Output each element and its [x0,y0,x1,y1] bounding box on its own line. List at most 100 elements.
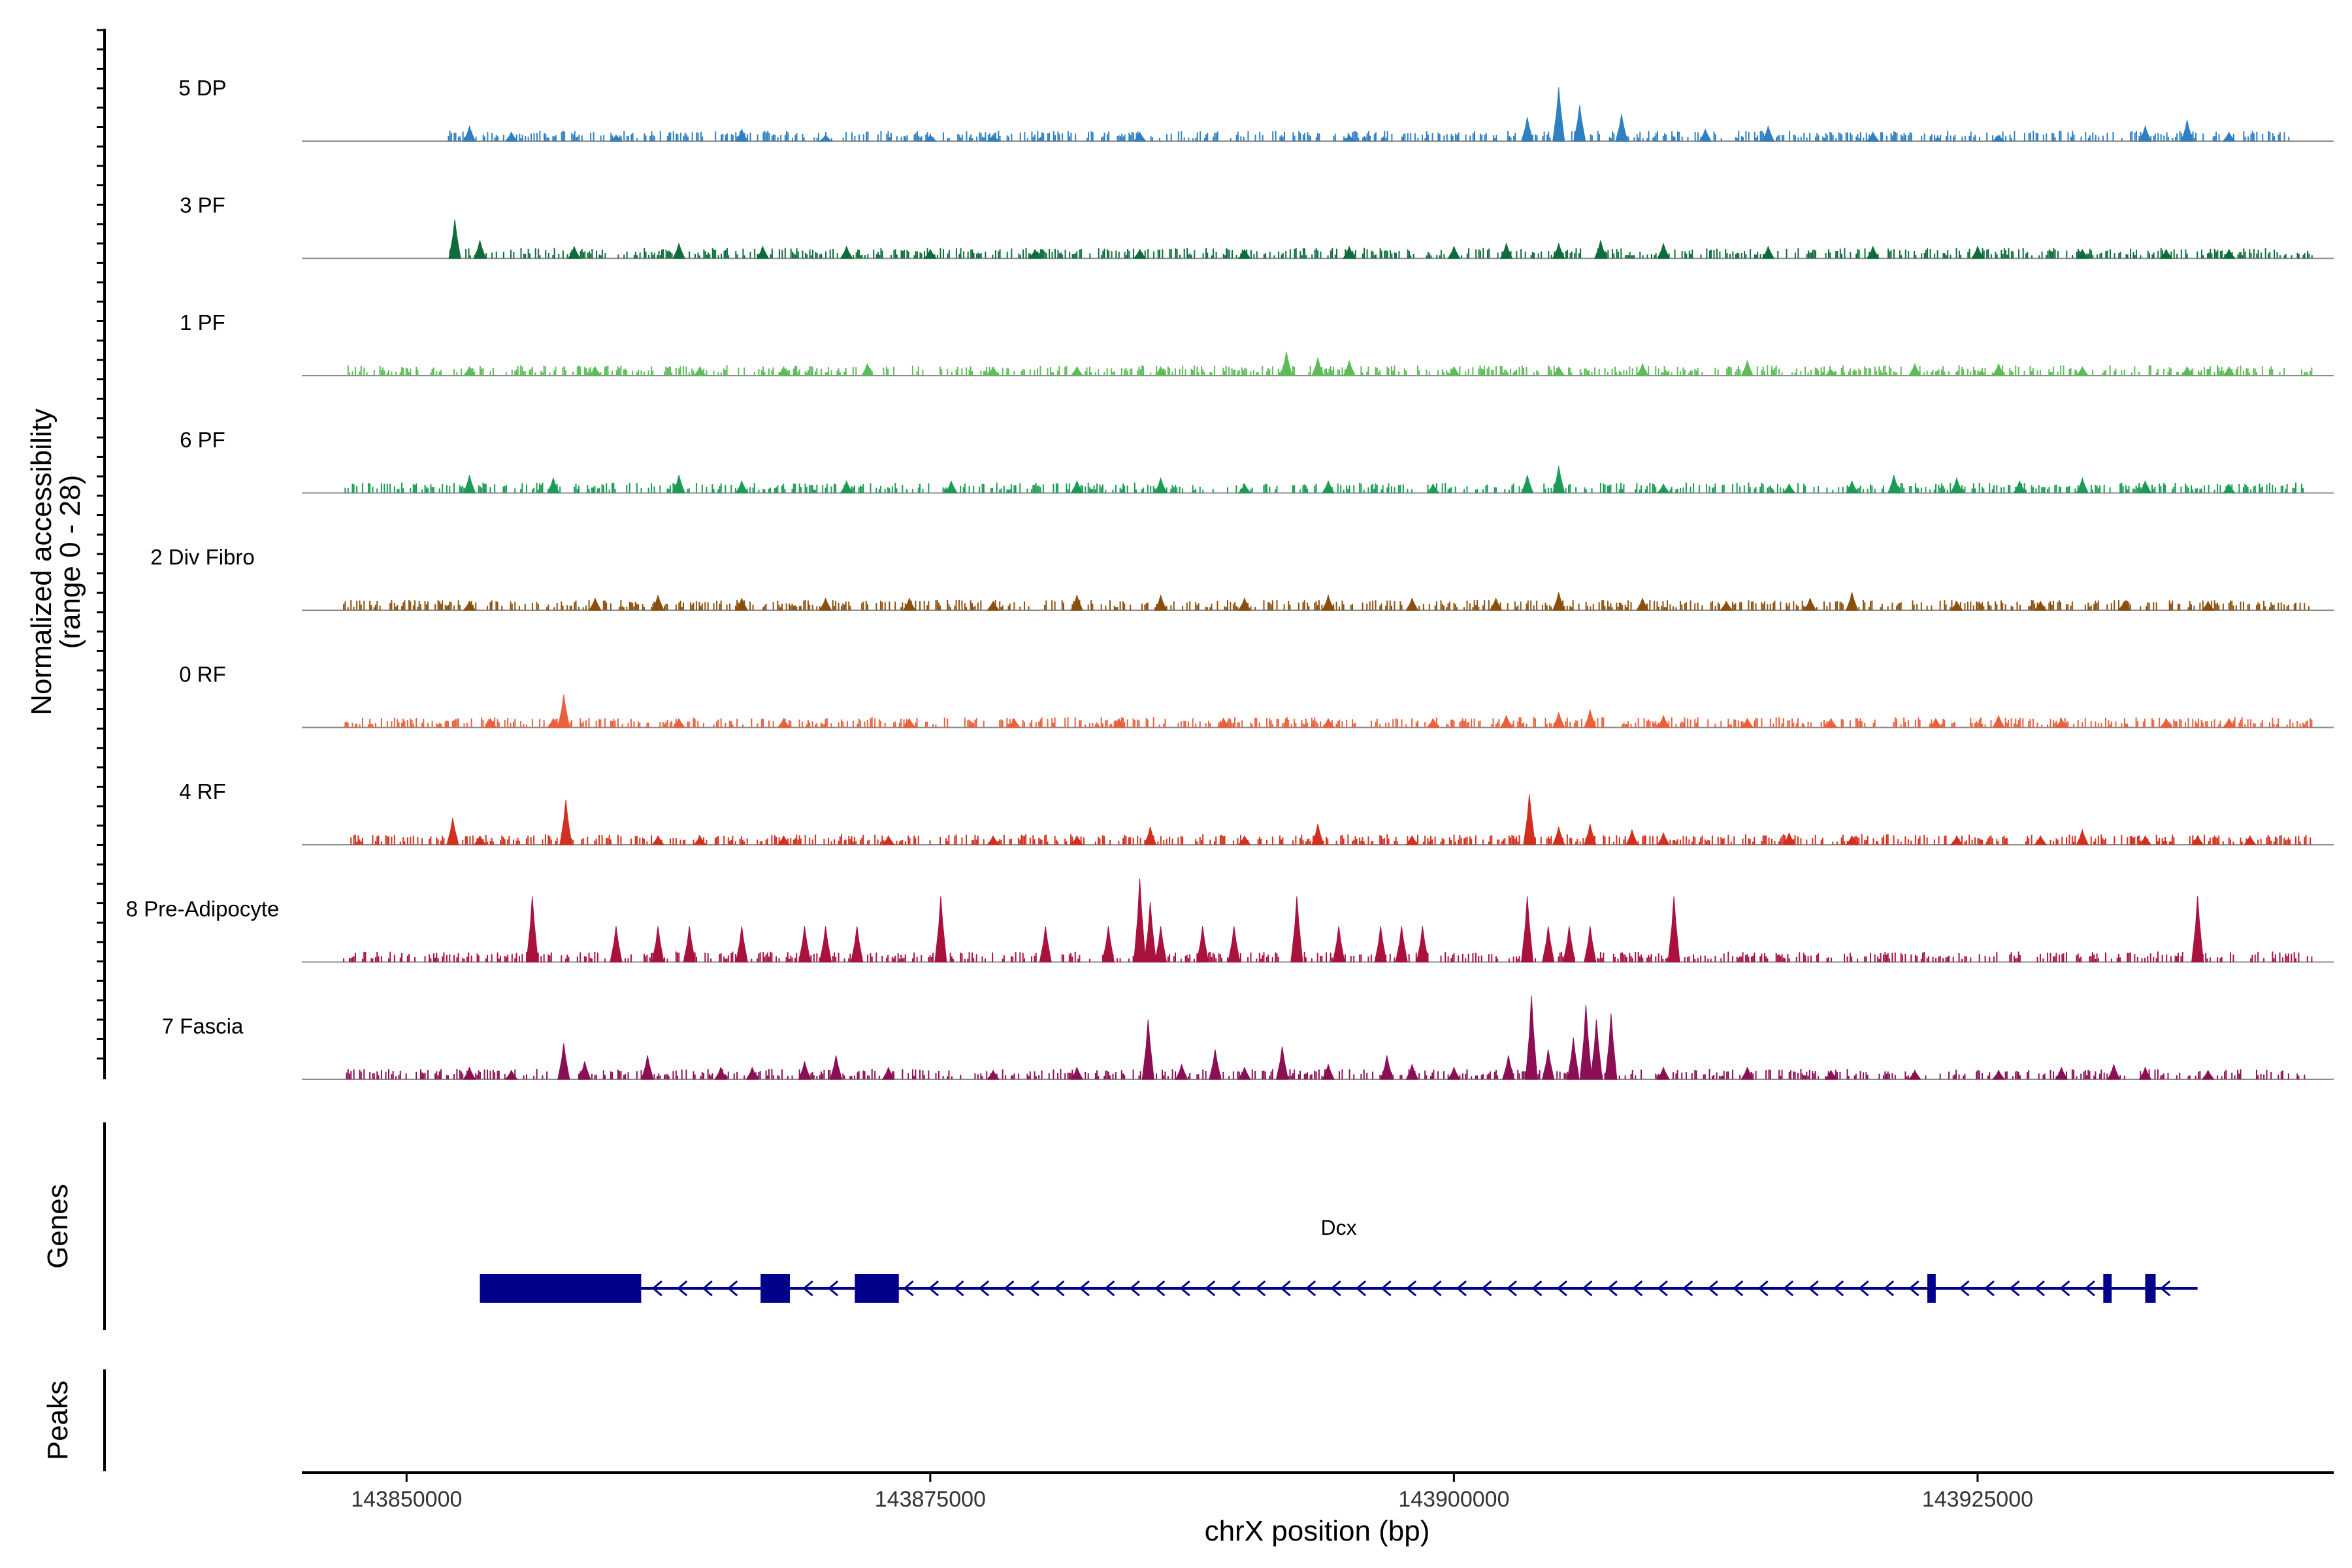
accessibility-peak [651,594,664,611]
accessibility-peak [860,363,874,376]
accessibility-peak [2138,480,2152,493]
accessibility-peak [1112,717,1126,728]
y-axis-ticks [97,29,105,1060]
accessibility-peak [1615,114,1628,142]
accessibility-peak [463,600,476,611]
track-8-pre-adipocyte: 8 Pre-Adipocyte [126,878,2334,963]
accessibility-peak [2159,248,2173,259]
accessibility-peak [1520,474,1534,493]
accessibility-peak [567,245,581,259]
track-label: 2 Div Fibro [150,545,255,569]
track-label: 4 RF [179,779,226,804]
accessibility-peak [1552,242,1565,259]
accessibility-peak [1343,359,1356,376]
accessibility-peak [1866,245,1880,259]
accessibility-peak [1070,835,1084,845]
accessibility-peak [1070,366,1084,376]
accessibility-peak [1584,708,1597,728]
accessibility-peak [923,248,937,259]
track-4-rf: 4 RF [179,779,2334,845]
accessibility-peak [1217,717,1230,728]
accessibility-peak [735,597,749,611]
accessibility-peak [986,135,1000,142]
accessibility-peak [463,366,476,376]
accessibility-peak [1782,832,1796,845]
accessibility-peak [1499,714,1513,728]
accessibility-peak [1656,483,1671,493]
accessibility-peak [923,135,938,142]
accessibility-peak [987,835,1000,845]
accessibility-peak [1237,483,1251,493]
accessibility-peak [2222,717,2236,728]
accessibility-peak [1070,594,1084,611]
accessibility-peak [1154,366,1168,376]
accessibility-peak [588,597,602,611]
accessibility-peak [1950,835,1963,845]
accessibility-peak [1845,480,1859,493]
accessibility-peak [1552,466,1565,493]
accessibility-peak [1143,825,1157,845]
accessibility-peak [777,717,791,728]
accessibility-peak [1584,823,1597,845]
accessibility-peak [1321,717,1335,728]
accessibility-peak [1343,245,1356,259]
track-label: 0 RF [179,662,226,687]
accessibility-peak [2222,248,2236,259]
accessibility-peak [2117,600,2131,611]
accessibility-peak [1311,823,1324,845]
accessibility-peak [1992,363,2005,376]
track-label: 1 PF [180,310,225,335]
accessibility-peak [1625,828,1639,845]
accessibility-peak [1887,474,1901,493]
accessibility-peak [1950,476,1963,493]
accessibility-peak [840,480,853,493]
accessibility-peak [1552,711,1565,728]
accessibility-peak [1866,131,1880,142]
accessibility-peak [1280,351,1293,376]
accessibility-peak [672,242,685,259]
y-axis-title: Normalized accessibility [25,408,57,715]
accessibility-peak [1636,597,1649,611]
accessibility-peak [1845,835,1859,845]
accessibility-peak [2076,366,2089,376]
accessibility-peak [546,476,560,493]
accessibility-peak [473,835,487,845]
accessibility-peak [735,128,749,142]
accessibility-peak [1552,592,1565,611]
accessibility-peak [1426,717,1440,728]
accessibility-peak [559,800,572,845]
accessibility-peak [987,600,1000,611]
accessibility-peak [2243,835,2257,845]
accessibility-peak [1740,717,1754,728]
accessibility-peak [2180,366,2194,376]
accessibility-peak [1007,717,1021,728]
accessibility-peak [1552,87,1565,142]
accessibility-peak [1908,363,1921,376]
accessibility-peak [1520,117,1534,142]
track-2-div-fibro: 2 Div Fibro [150,545,2334,611]
track-0-rf: 0 RF [179,662,2334,728]
accessibility-peak [504,131,518,142]
accessibility-peak [2076,248,2089,259]
track-3-pf: 3 PF [180,193,2334,259]
track-label: 6 PF [180,428,225,452]
accessibility-peak [1322,480,1335,493]
accessibility-peak [819,135,832,142]
accessibility-peak [2034,600,2048,611]
accessibility-peak [1154,476,1168,493]
accessibility-peak [2013,480,2026,493]
accessibility-peak [777,835,791,845]
accessibility-peak [1237,248,1251,259]
y-axis-title-group: Normalized accessibility (range 0 - 28) [25,408,86,715]
accessibility-peak [1971,245,1984,259]
accessibility-peak [463,125,476,142]
coverage-tracks: 5 DP 3 PF 1 PF 6 PF 2 Div Fibro 0 RF 4 RF 8 Pre… [126,76,2334,1080]
accessibility-peak [1803,597,1817,611]
accessibility-peak [651,835,665,845]
accessibility-peak [446,817,459,845]
accessibility-peak [1489,597,1503,611]
track-1-pf: 1 PF [180,310,2334,376]
accessibility-peak [1761,125,1775,142]
accessibility-peak [463,474,476,493]
